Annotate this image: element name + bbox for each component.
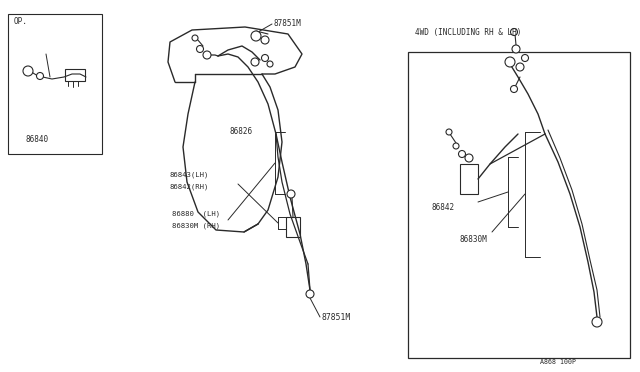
Circle shape	[516, 63, 524, 71]
Text: 87851M: 87851M	[273, 19, 301, 29]
Circle shape	[203, 51, 211, 59]
Circle shape	[511, 86, 518, 93]
Circle shape	[23, 66, 33, 76]
Circle shape	[261, 36, 269, 44]
Circle shape	[192, 35, 198, 41]
Text: 86880  (LH): 86880 (LH)	[172, 211, 220, 217]
Bar	[8, 14, 102, 154]
Text: 86843(LH): 86843(LH)	[170, 172, 209, 178]
Circle shape	[251, 58, 259, 66]
Text: 86830M: 86830M	[460, 235, 488, 244]
Text: 86840: 86840	[26, 135, 49, 144]
Bar	[65, 69, 85, 81]
Text: 86842(RH): 86842(RH)	[170, 184, 209, 190]
Circle shape	[196, 45, 204, 52]
Circle shape	[511, 29, 518, 35]
Circle shape	[36, 73, 44, 80]
Circle shape	[262, 55, 269, 61]
Circle shape	[267, 61, 273, 67]
Bar	[286, 217, 300, 237]
Text: 86842: 86842	[432, 202, 455, 212]
Circle shape	[505, 57, 515, 67]
Text: 4WD (INCLUDING RH & LH): 4WD (INCLUDING RH & LH)	[415, 28, 522, 36]
Text: A868 100P: A868 100P	[540, 359, 576, 365]
Circle shape	[251, 31, 261, 41]
Circle shape	[512, 45, 520, 53]
Bar	[460, 164, 478, 194]
Text: 86830M (RH): 86830M (RH)	[172, 223, 220, 229]
Circle shape	[453, 143, 459, 149]
Circle shape	[306, 290, 314, 298]
Bar	[408, 52, 630, 358]
Circle shape	[522, 55, 529, 61]
Circle shape	[592, 317, 602, 327]
Circle shape	[458, 151, 465, 157]
Text: 87851M: 87851M	[322, 312, 351, 321]
Text: OP.: OP.	[14, 17, 28, 26]
Circle shape	[465, 154, 473, 162]
Text: 86826: 86826	[230, 128, 253, 137]
Circle shape	[287, 190, 295, 198]
Circle shape	[446, 129, 452, 135]
